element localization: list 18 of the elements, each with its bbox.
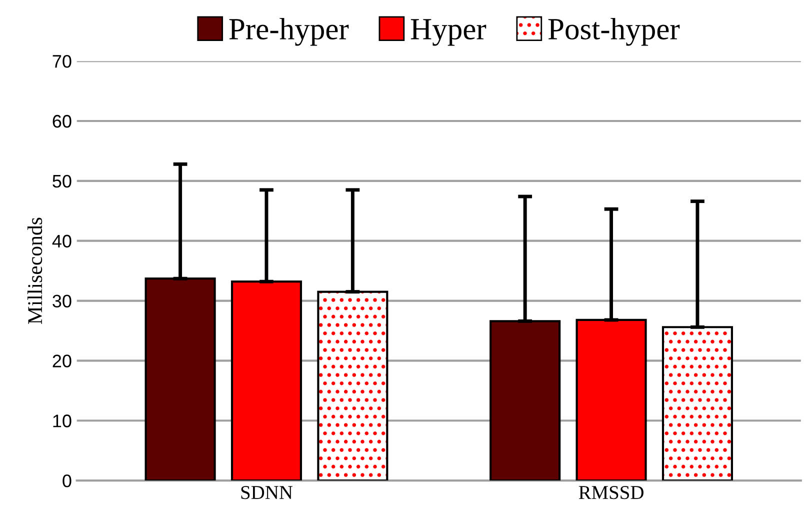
x-tick-label: RMSSD xyxy=(578,486,644,500)
y-tick-label: 40 xyxy=(52,234,72,248)
bar xyxy=(576,318,647,481)
y-tick-label: 0 xyxy=(62,474,72,488)
bar xyxy=(230,280,302,481)
bar xyxy=(490,320,561,481)
y-tick-label: 20 xyxy=(52,354,72,368)
legend-label: Post-hyper xyxy=(548,18,680,46)
y-tick-label: 70 xyxy=(52,55,72,68)
x-tick-label: SDNN xyxy=(241,486,293,500)
y-tick-label: 30 xyxy=(52,294,72,308)
y-tick-label: 60 xyxy=(52,114,72,128)
y-axis-title: Milliseconds xyxy=(27,218,42,324)
bar xyxy=(144,278,216,481)
y-tick-label: 10 xyxy=(53,414,72,428)
legend-label: Hyper xyxy=(410,19,486,46)
y-tick-label: 50 xyxy=(52,174,72,188)
legend-label: Pre-hyper xyxy=(229,18,349,46)
